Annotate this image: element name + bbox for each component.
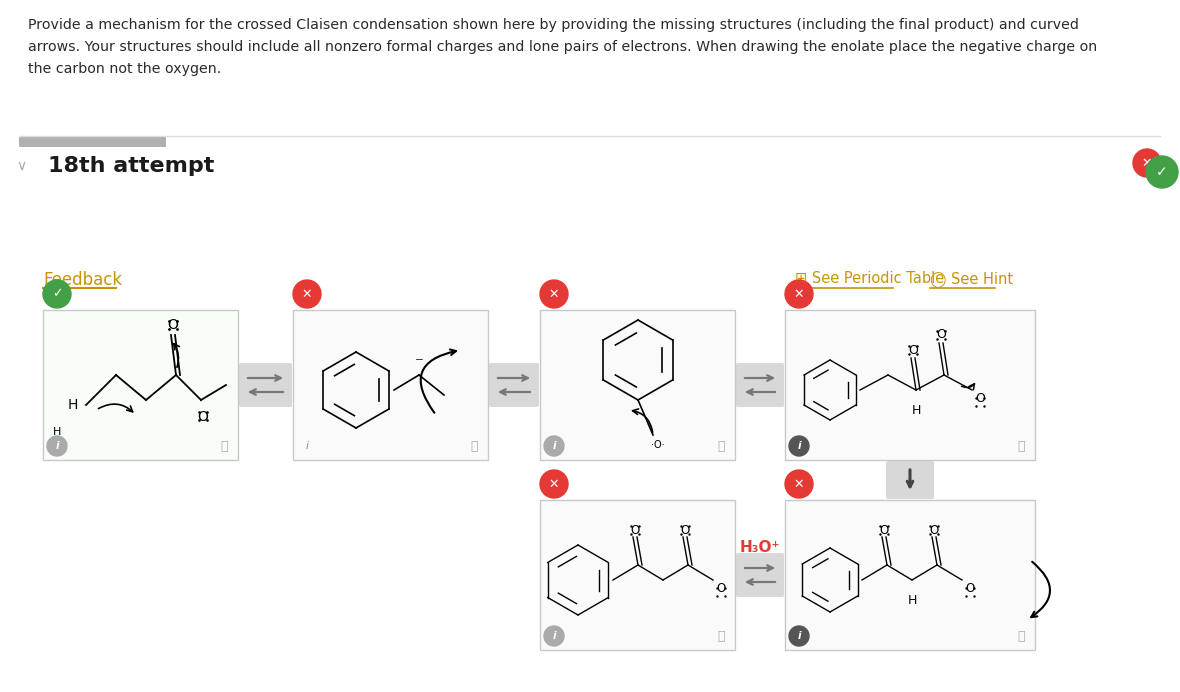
- Text: O: O: [681, 524, 689, 536]
- FancyBboxPatch shape: [886, 461, 935, 499]
- Text: Provide a mechanism for the crossed Claisen condensation shown here by providing: Provide a mechanism for the crossed Clai…: [28, 18, 1079, 32]
- Text: O: O: [630, 524, 640, 536]
- Text: ∨: ∨: [17, 159, 26, 173]
- Text: O: O: [936, 329, 946, 341]
- Text: ✓: ✓: [52, 287, 63, 300]
- Text: O: O: [975, 392, 985, 405]
- FancyBboxPatch shape: [736, 553, 784, 597]
- Text: ◯ See Hint: ◯ See Hint: [930, 271, 1014, 287]
- Text: ✕: ✕: [302, 287, 313, 300]
- Text: i: i: [306, 441, 308, 451]
- Circle shape: [785, 280, 813, 308]
- Text: ⤢: ⤢: [717, 439, 725, 453]
- FancyBboxPatch shape: [736, 363, 784, 407]
- Text: ⤢: ⤢: [1017, 439, 1024, 453]
- Text: H: H: [907, 594, 917, 606]
- Text: ✕: ✕: [549, 287, 559, 300]
- FancyBboxPatch shape: [540, 310, 735, 460]
- Text: i: i: [55, 441, 59, 451]
- Text: O: O: [879, 524, 889, 536]
- Text: i: i: [798, 441, 801, 451]
- Text: ⤢: ⤢: [717, 630, 725, 642]
- FancyBboxPatch shape: [19, 137, 166, 147]
- Text: i: i: [798, 631, 801, 641]
- Text: O: O: [909, 343, 918, 356]
- Circle shape: [540, 280, 568, 308]
- Text: ⤢: ⤢: [1017, 630, 1024, 642]
- FancyBboxPatch shape: [540, 500, 735, 650]
- Circle shape: [1133, 149, 1161, 177]
- Text: H: H: [911, 403, 920, 417]
- Text: O: O: [965, 581, 975, 594]
- Text: arrows. Your structures should include all nonzero formal charges and lone pairs: arrows. Your structures should include a…: [28, 40, 1097, 54]
- Text: ⤢: ⤢: [471, 439, 478, 453]
- Circle shape: [293, 280, 321, 308]
- FancyBboxPatch shape: [489, 363, 539, 407]
- Text: ✓: ✓: [1156, 165, 1168, 179]
- FancyBboxPatch shape: [785, 310, 1035, 460]
- Text: H: H: [67, 398, 78, 412]
- Text: 18th attempt: 18th attempt: [48, 156, 215, 176]
- Text: ·O·: ·O·: [651, 440, 664, 450]
- FancyBboxPatch shape: [42, 310, 238, 460]
- Circle shape: [544, 626, 564, 646]
- Text: ✕: ✕: [794, 287, 805, 300]
- Text: O: O: [197, 410, 209, 424]
- Text: the carbon not the oxygen.: the carbon not the oxygen.: [28, 62, 222, 76]
- Text: O: O: [930, 524, 938, 536]
- Text: O: O: [716, 581, 726, 594]
- Text: O: O: [168, 318, 178, 332]
- Text: H: H: [53, 427, 61, 437]
- Text: Feedback: Feedback: [42, 271, 122, 289]
- Circle shape: [789, 626, 809, 646]
- Text: ✕: ✕: [794, 477, 805, 491]
- Text: ✕: ✕: [1142, 156, 1152, 170]
- Circle shape: [47, 436, 67, 456]
- Text: ⤢: ⤢: [221, 439, 228, 453]
- Circle shape: [785, 470, 813, 498]
- Text: H₃O⁺: H₃O⁺: [740, 540, 780, 554]
- FancyBboxPatch shape: [785, 500, 1035, 650]
- Circle shape: [540, 470, 568, 498]
- FancyBboxPatch shape: [293, 310, 489, 460]
- Circle shape: [42, 280, 71, 308]
- Text: i: i: [552, 441, 556, 451]
- Text: ⁻: ⁻: [414, 354, 424, 372]
- Text: ✕: ✕: [549, 477, 559, 491]
- Text: i: i: [552, 631, 556, 641]
- FancyBboxPatch shape: [240, 363, 291, 407]
- Circle shape: [544, 436, 564, 456]
- Circle shape: [1146, 156, 1178, 188]
- Circle shape: [789, 436, 809, 456]
- Text: ⊞ See Periodic Table: ⊞ See Periodic Table: [795, 271, 944, 286]
